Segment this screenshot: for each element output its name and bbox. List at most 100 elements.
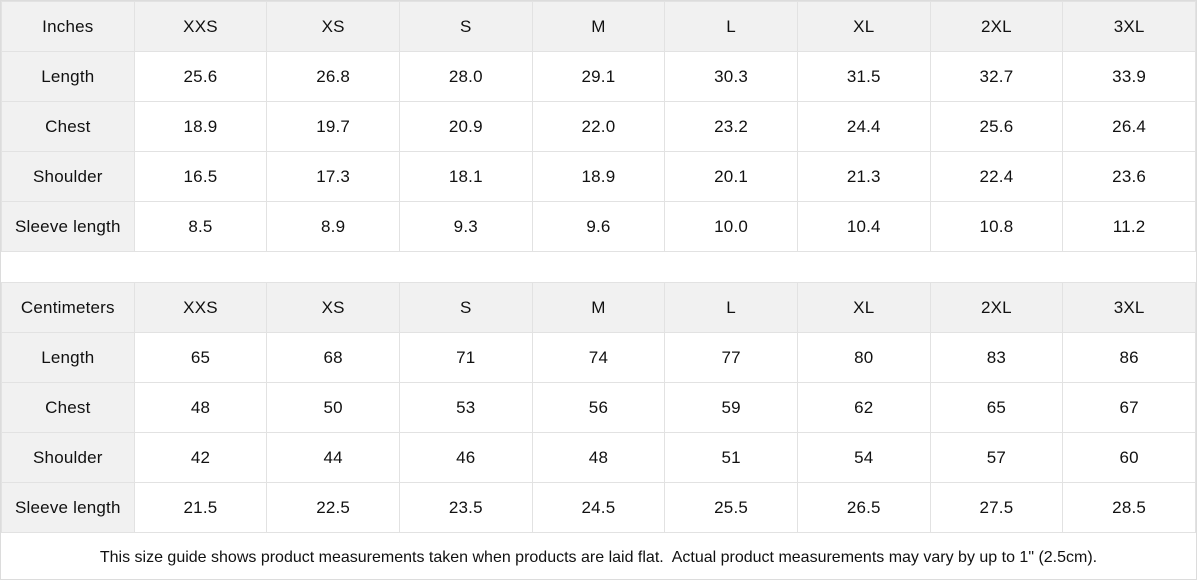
unit-label-cell: Inches (1, 1, 135, 52)
measurement-row: Chest 18.9 19.7 20.9 22.0 23.2 24.4 25.6 26.4 (1, 101, 1196, 152)
measure-value-cell: 10.8 (929, 201, 1064, 252)
measure-value-cell: 42 (133, 432, 268, 483)
measure-value-cell: 25.6 (929, 101, 1064, 152)
unit-label-cell: Centimeters (1, 282, 135, 333)
measure-value-cell: 31.5 (796, 51, 931, 102)
measure-value-cell: 11.2 (1062, 201, 1196, 252)
measure-value-cell: 18.1 (398, 151, 533, 202)
size-header-cell: 3XL (1062, 282, 1196, 333)
measure-value-cell: 28.0 (398, 51, 533, 102)
measure-value-cell: 22.5 (266, 482, 400, 533)
measure-value-cell: 27.5 (929, 482, 1064, 533)
measure-value-cell: 68 (266, 332, 400, 383)
measure-value-cell: 23.5 (398, 482, 533, 533)
size-table-centimeters: Centimeters XXS XS S M L XL 2XL 3XL Length 65 68 71 7… (1, 282, 1196, 533)
measure-value-cell: 54 (796, 432, 931, 483)
measure-value-cell: 25.6 (133, 51, 268, 102)
table-spacer (1, 252, 1196, 282)
measure-value-cell: 44 (266, 432, 400, 483)
measure-value-cell: 22.4 (929, 151, 1064, 202)
size-header-cell: XL (796, 282, 931, 333)
measure-value-cell: 21.3 (796, 151, 931, 202)
measure-value-cell: 30.3 (664, 51, 798, 102)
measure-value-cell: 60 (1062, 432, 1196, 483)
measure-label-cell: Sleeve length (1, 201, 135, 252)
measure-value-cell: 26.8 (266, 51, 400, 102)
size-header-cell: L (664, 1, 798, 52)
measure-value-cell: 18.9 (531, 151, 666, 202)
measure-value-cell: 53 (398, 382, 533, 433)
measure-value-cell: 24.5 (531, 482, 666, 533)
measure-value-cell: 71 (398, 332, 533, 383)
size-header-cell: S (398, 1, 533, 52)
size-header-cell: XS (266, 1, 400, 52)
measure-label-cell: Sleeve length (1, 482, 135, 533)
size-header-cell: 3XL (1062, 1, 1196, 52)
measurement-row: Shoulder 16.5 17.3 18.1 18.9 20.1 21.3 22.4 23.6 (1, 151, 1196, 202)
measure-value-cell: 80 (796, 332, 931, 383)
measure-value-cell: 21.5 (133, 482, 268, 533)
measure-value-cell: 83 (929, 332, 1064, 383)
size-guide-note: This size guide shows product measuremen… (1, 533, 1196, 579)
measure-value-cell: 32.7 (929, 51, 1064, 102)
size-header-cell: XL (796, 1, 931, 52)
measure-value-cell: 86 (1062, 332, 1196, 383)
measure-value-cell: 23.2 (664, 101, 798, 152)
measure-value-cell: 24.4 (796, 101, 931, 152)
measure-value-cell: 51 (664, 432, 798, 483)
measurement-row: Sleeve length 21.5 22.5 23.5 24.5 25.5 26.5 27.… (1, 482, 1196, 533)
measure-label-cell: Shoulder (1, 432, 135, 483)
measure-value-cell: 67 (1062, 382, 1196, 433)
measurement-row: Sleeve length 8.5 8.9 9.3 9.6 10.0 10.4 10.8 11.… (1, 201, 1196, 252)
measure-value-cell: 10.4 (796, 201, 931, 252)
size-header-cell: 2XL (929, 282, 1064, 333)
measurement-row: Length 25.6 26.8 28.0 29.1 30.3 31.5 32.7 33.9 (1, 51, 1196, 102)
measure-value-cell: 28.5 (1062, 482, 1196, 533)
size-header-cell: XXS (133, 1, 268, 52)
measure-value-cell: 8.9 (266, 201, 400, 252)
size-table-header-row: Inches XXS XS S M L XL 2XL 3XL (1, 1, 1196, 52)
measure-value-cell: 25.5 (664, 482, 798, 533)
size-table-inches: Inches XXS XS S M L XL 2XL 3XL Length 25.6 26.8 28.0… (1, 1, 1196, 252)
measurement-row: Length 65 68 71 74 77 80 83 86 (1, 332, 1196, 383)
size-header-cell: 2XL (929, 1, 1064, 52)
measure-value-cell: 26.5 (796, 482, 931, 533)
measure-label-cell: Chest (1, 101, 135, 152)
measurement-row: Shoulder 42 44 46 48 51 54 57 60 (1, 432, 1196, 483)
size-header-cell: M (531, 1, 666, 52)
measure-value-cell: 33.9 (1062, 51, 1196, 102)
measure-value-cell: 50 (266, 382, 400, 433)
measure-value-cell: 22.0 (531, 101, 666, 152)
measure-value-cell: 19.7 (266, 101, 400, 152)
measure-value-cell: 20.1 (664, 151, 798, 202)
measure-value-cell: 65 (133, 332, 268, 383)
measure-label-cell: Chest (1, 382, 135, 433)
measure-value-cell: 65 (929, 382, 1064, 433)
measure-value-cell: 46 (398, 432, 533, 483)
measure-value-cell: 9.6 (531, 201, 666, 252)
measure-value-cell: 9.3 (398, 201, 533, 252)
measure-value-cell: 29.1 (531, 51, 666, 102)
size-header-cell: L (664, 282, 798, 333)
size-header-cell: XS (266, 282, 400, 333)
size-table-header-row: Centimeters XXS XS S M L XL 2XL 3XL (1, 282, 1196, 333)
size-header-cell: M (531, 282, 666, 333)
measure-value-cell: 20.9 (398, 101, 533, 152)
measurement-row: Chest 48 50 53 56 59 62 65 67 (1, 382, 1196, 433)
measure-value-cell: 17.3 (266, 151, 400, 202)
size-header-cell: XXS (133, 282, 268, 333)
measure-value-cell: 48 (133, 382, 268, 433)
measure-label-cell: Length (1, 51, 135, 102)
measure-value-cell: 56 (531, 382, 666, 433)
measure-value-cell: 23.6 (1062, 151, 1196, 202)
measure-value-cell: 62 (796, 382, 931, 433)
measure-value-cell: 59 (664, 382, 798, 433)
measure-label-cell: Shoulder (1, 151, 135, 202)
size-header-cell: S (398, 282, 533, 333)
measure-value-cell: 48 (531, 432, 666, 483)
measure-value-cell: 77 (664, 332, 798, 383)
measure-value-cell: 26.4 (1062, 101, 1196, 152)
measure-value-cell: 10.0 (664, 201, 798, 252)
measure-value-cell: 18.9 (133, 101, 268, 152)
